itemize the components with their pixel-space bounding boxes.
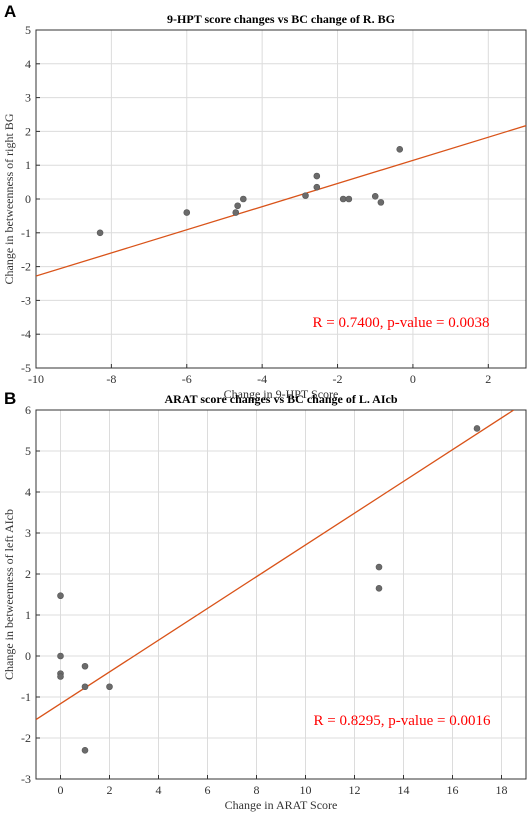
panel-b-data-point xyxy=(57,673,64,680)
panel-b-y-tick-label: 0 xyxy=(25,649,31,663)
panel-a-data-point xyxy=(339,195,347,203)
panel-b-y-tick-label: 3 xyxy=(25,526,31,540)
panel-b-grid xyxy=(36,409,526,780)
panel-b-x-tick-label: 14 xyxy=(398,783,410,797)
panel-b-title: ARAT score changes vs BC change of L. AI… xyxy=(164,392,397,406)
panel-a-x-tick-label: 2 xyxy=(485,372,491,386)
panel-a-x-tick-label: 0 xyxy=(410,372,416,386)
panel-b-x-tick-label: 8 xyxy=(254,783,260,797)
panel-b-x-tick-label: 18 xyxy=(496,783,508,797)
panel-b-regression-line xyxy=(36,410,515,721)
panel-a-y-tick-label: -5 xyxy=(21,361,31,375)
panel-a-letter: A xyxy=(4,2,16,21)
panel-a-y-tick-label: -4 xyxy=(21,327,31,341)
panel-b-data-point xyxy=(375,563,383,571)
panel-b-correlation-annotation: R = 0.8295, p-value = 0.0016 xyxy=(314,713,491,729)
panel-b-data-point xyxy=(81,683,89,691)
panel-b-x-tick-label: 2 xyxy=(107,783,113,797)
panel-b-x-tick-label: 6 xyxy=(205,783,211,797)
panel-a-regression-line xyxy=(36,125,526,277)
panel-a-x-tick-label: -8 xyxy=(106,372,116,386)
panel-b-x-axis-label: Change in ARAT Score xyxy=(225,798,338,812)
panel-a-y-axis-label: Change in betweenness of right BG xyxy=(2,113,16,284)
panel-b-data-point xyxy=(106,683,113,691)
panel-b-data-point xyxy=(81,746,89,754)
panel-a-x-tick-label: -10 xyxy=(28,372,44,386)
panel-b-y-tick-label: 6 xyxy=(25,403,31,417)
panel-a-x-axis-label: Change in 9-HPT Score xyxy=(224,387,339,401)
panel-a-y-tick-label: 3 xyxy=(25,91,31,105)
panel-a-y-tick-label: 4 xyxy=(25,57,31,71)
panel-b-letter: B xyxy=(4,389,16,408)
panel-a-y-tick-label: 1 xyxy=(25,158,31,172)
panel-a-axes-frame xyxy=(35,29,527,369)
panel-a-y-tick-label: -1 xyxy=(21,226,31,240)
panel-a-data-point xyxy=(234,202,241,210)
panel-b-y-tick-label: 5 xyxy=(25,444,31,458)
panel-a-y-tick-label: 0 xyxy=(25,192,31,206)
panel-b-data-point xyxy=(473,425,481,432)
panel-b-x-tick-label: 0 xyxy=(58,783,64,797)
panel-a-data-point xyxy=(232,209,240,216)
panel-a-data-point xyxy=(377,199,385,206)
panel-a-title: 9-HPT score changes vs BC change of R. B… xyxy=(167,12,395,26)
panel-a-y-tick-label: -3 xyxy=(21,293,31,307)
panel-b-x-tick-label: 12 xyxy=(349,783,361,797)
panel-b-y-tick-label: 2 xyxy=(25,567,31,581)
panel-b-data-point xyxy=(375,585,383,592)
panel-a-x-tick-label: -4 xyxy=(257,372,267,386)
panel-b-y-tick-label: -1 xyxy=(21,690,31,704)
panel-a-correlation-annotation: R = 0.7400, p-value = 0.0038 xyxy=(313,315,490,331)
panel-b-data-point xyxy=(57,592,64,600)
panel-a-y-tick-label: -2 xyxy=(21,260,31,274)
panel-a-y-tick-label: 2 xyxy=(25,124,31,138)
panel-b-data-point xyxy=(57,652,64,660)
panel-a-data-point xyxy=(345,195,353,203)
panel-a-y-tick-label: 5 xyxy=(25,23,31,37)
panel-a-x-tick-label: -6 xyxy=(182,372,192,386)
panel-a-data-point xyxy=(313,172,321,180)
panel-a-data-point xyxy=(302,192,309,199)
panel-a-data-point xyxy=(396,146,404,153)
panel-a-data-point xyxy=(183,209,191,216)
panel-b-y-tick-label: -2 xyxy=(21,731,31,745)
panel-b-plot-area xyxy=(36,410,526,779)
panel-b-data-point xyxy=(81,662,89,670)
panel-b-x-tick-label: 10 xyxy=(300,783,312,797)
panel-b-x-tick-label: 16 xyxy=(447,783,459,797)
panel-b-y-axis-label: Change in betweenness of left AIcb xyxy=(2,509,16,680)
panel-a-data-point xyxy=(96,229,104,237)
panel-a-data-point xyxy=(240,195,247,203)
panel-b-y-tick-label: 4 xyxy=(25,485,31,499)
panel-a-x-tick-label: -2 xyxy=(333,372,343,386)
panel-b-y-tick-label: -3 xyxy=(21,772,31,786)
panel-b-axes-frame xyxy=(35,409,527,780)
panel-b-x-tick-label: 4 xyxy=(156,783,162,797)
panel-b-y-tick-label: 1 xyxy=(25,608,31,622)
panel-a-data-point xyxy=(371,192,379,200)
panel-a-data-point xyxy=(313,183,321,191)
